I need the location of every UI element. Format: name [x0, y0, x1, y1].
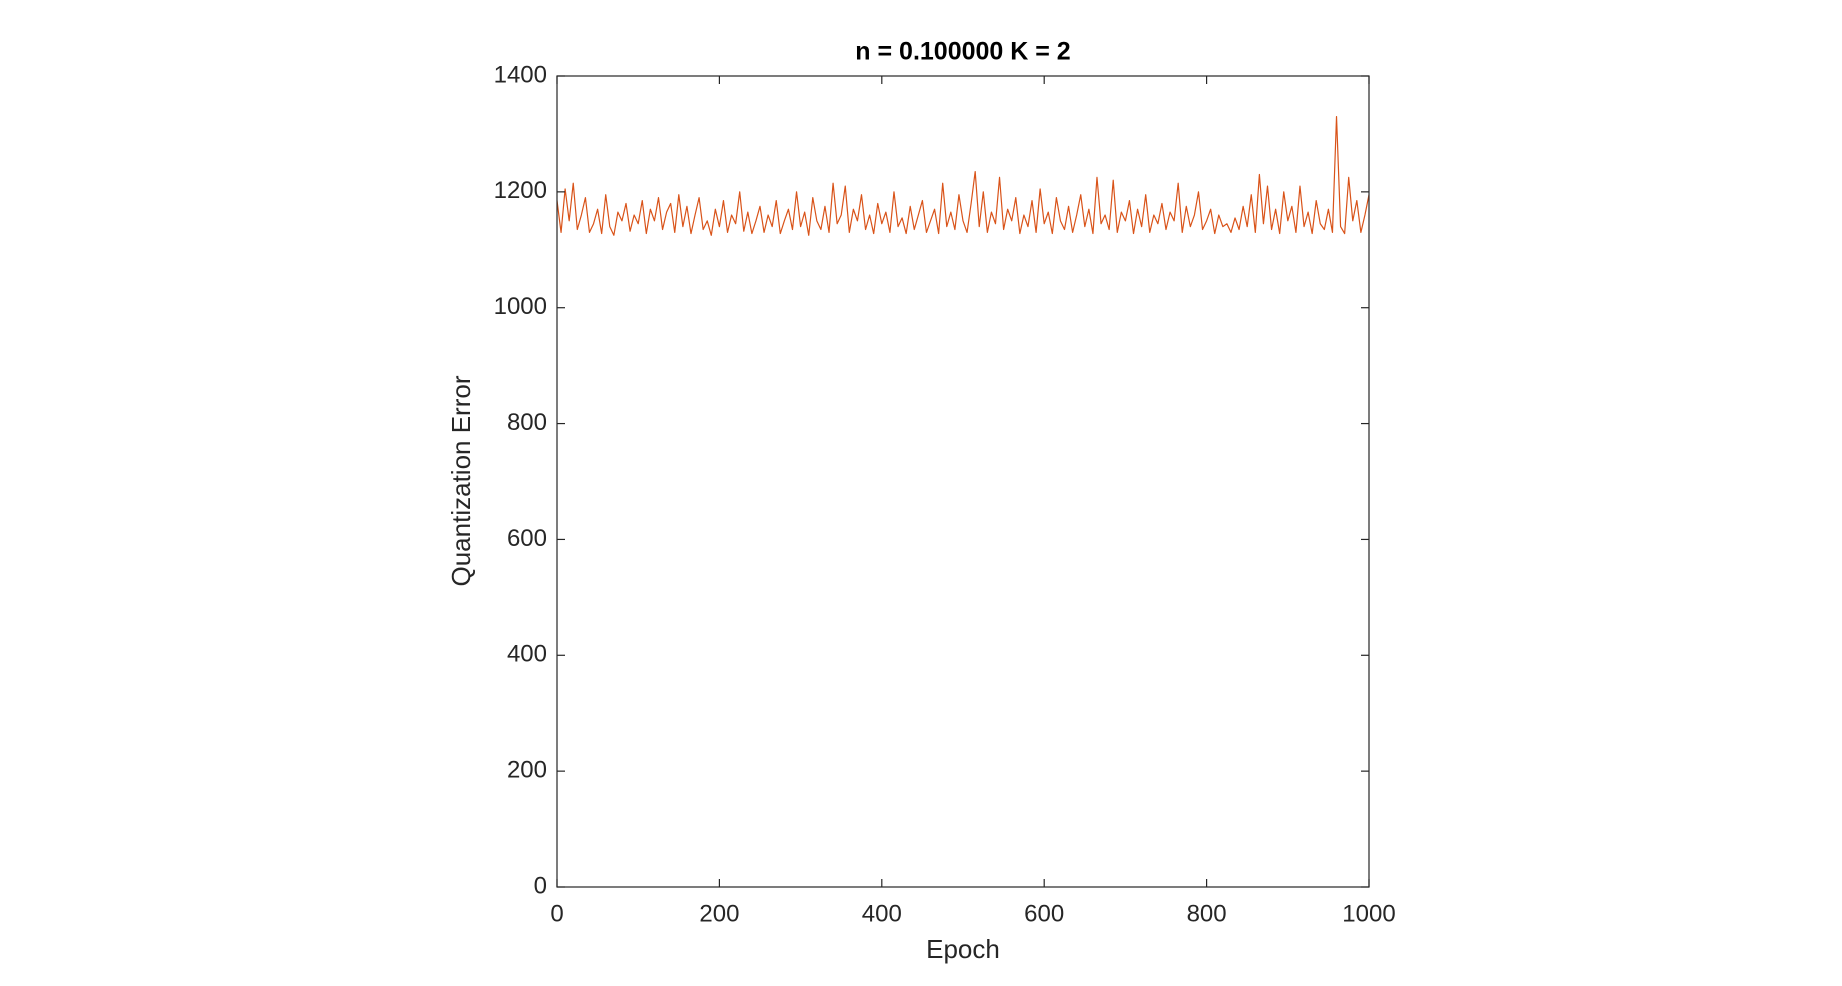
y-tick-label: 800 [507, 409, 547, 436]
y-axis-label: Quantization Error [446, 375, 476, 586]
x-tick-label: 600 [1024, 900, 1064, 927]
chart-title: n = 0.100000 K = 2 [855, 38, 1070, 66]
x-tick-label: 800 [1187, 900, 1227, 927]
x-tick-label: 200 [699, 900, 739, 927]
data-line [556, 115, 1370, 236]
y-tick-label: 1200 [494, 177, 547, 204]
axes-box [556, 75, 1370, 888]
x-tick-label: 400 [862, 900, 902, 927]
plot-area [557, 76, 1369, 887]
y-tick-label: 0 [534, 872, 547, 899]
x-axis-label: Epoch [926, 934, 1000, 964]
y-tick-label: 400 [507, 641, 547, 668]
y-tick-label: 1400 [494, 61, 547, 88]
x-tick-label: 1000 [1342, 900, 1395, 927]
y-tick-label: 600 [507, 525, 547, 552]
y-tick-label: 1000 [494, 293, 547, 320]
x-tick-label: 0 [550, 900, 563, 927]
y-tick-label: 200 [507, 756, 547, 783]
